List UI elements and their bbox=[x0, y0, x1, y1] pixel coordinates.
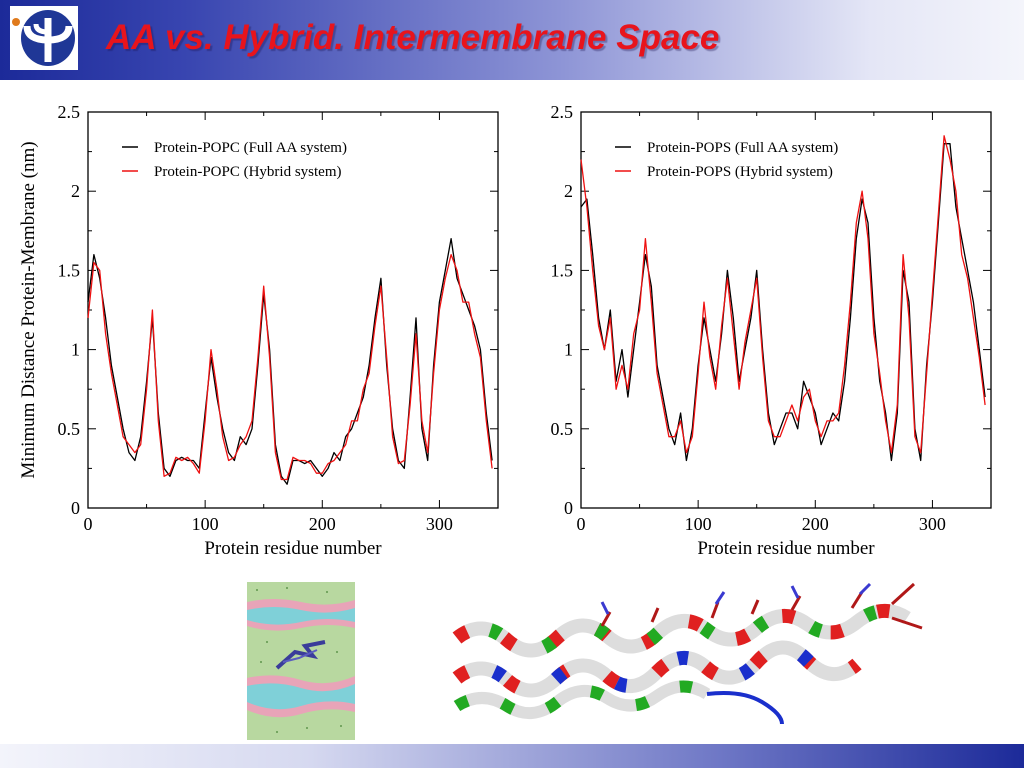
y-tick-label: 0.5 bbox=[58, 419, 81, 439]
y-axis-label: Minimum Distance Protein-Membrane (nm) bbox=[18, 141, 39, 478]
y-tick-label: 1.5 bbox=[58, 260, 81, 280]
series-line-hybrid bbox=[87, 253, 493, 481]
x-tick-label: 200 bbox=[309, 514, 336, 534]
series-line-hybrid bbox=[580, 135, 986, 454]
x-axis-label: Protein residue number bbox=[697, 538, 875, 559]
logo bbox=[10, 6, 78, 70]
y-tick-label: 2.5 bbox=[58, 102, 81, 122]
membrane-simulation-image bbox=[247, 582, 355, 740]
x-tick-label: 0 bbox=[577, 514, 586, 534]
y-tick-label: 2.5 bbox=[551, 102, 574, 122]
legend-label-hybrid: Protein-POPS (Hybrid system) bbox=[647, 164, 833, 180]
x-tick-label: 200 bbox=[802, 514, 829, 534]
y-tick-label: 1 bbox=[71, 340, 80, 360]
y-tick-label: 2 bbox=[71, 181, 80, 201]
chart-pops: 0 0.5 1 1.5 2 2.5 0 100 200 300 Protein residue nu… bbox=[551, 102, 992, 559]
x-tick-label: 100 bbox=[685, 514, 712, 534]
legend-label-aa: Protein-POPS (Full AA system) bbox=[647, 140, 838, 156]
title-bar: AA vs. Hybrid. Intermembrane Space bbox=[0, 0, 1024, 80]
y-tick-label: 0 bbox=[564, 498, 573, 518]
x-tick-label: 0 bbox=[84, 514, 93, 534]
x-tick-label: 300 bbox=[919, 514, 946, 534]
series-line-aa bbox=[580, 143, 986, 462]
legend-label-aa: Protein-POPC (Full AA system) bbox=[154, 140, 347, 156]
x-tick-label: 300 bbox=[426, 514, 453, 534]
x-axis-label: Protein residue number bbox=[204, 538, 382, 559]
y-tick-label: 1 bbox=[564, 340, 573, 360]
y-tick-label: 2 bbox=[564, 181, 573, 201]
x-tick-label: 100 bbox=[192, 514, 219, 534]
y-tick-label: 0.5 bbox=[551, 419, 574, 439]
legend-label-hybrid: Protein-POPC (Hybrid system) bbox=[154, 164, 342, 180]
chart-popc: 0 0.5 1 1.5 2 2.5 0 100 200 300 Protein residue nu… bbox=[18, 102, 499, 559]
logo-emblem-icon bbox=[12, 10, 75, 66]
footer-bar bbox=[0, 744, 1024, 768]
slide-title: AA vs. Hybrid. Intermembrane Space bbox=[106, 18, 720, 57]
y-tick-label: 0 bbox=[71, 498, 80, 518]
protein-ribbon-image bbox=[452, 582, 923, 725]
y-tick-label: 1.5 bbox=[551, 260, 574, 280]
